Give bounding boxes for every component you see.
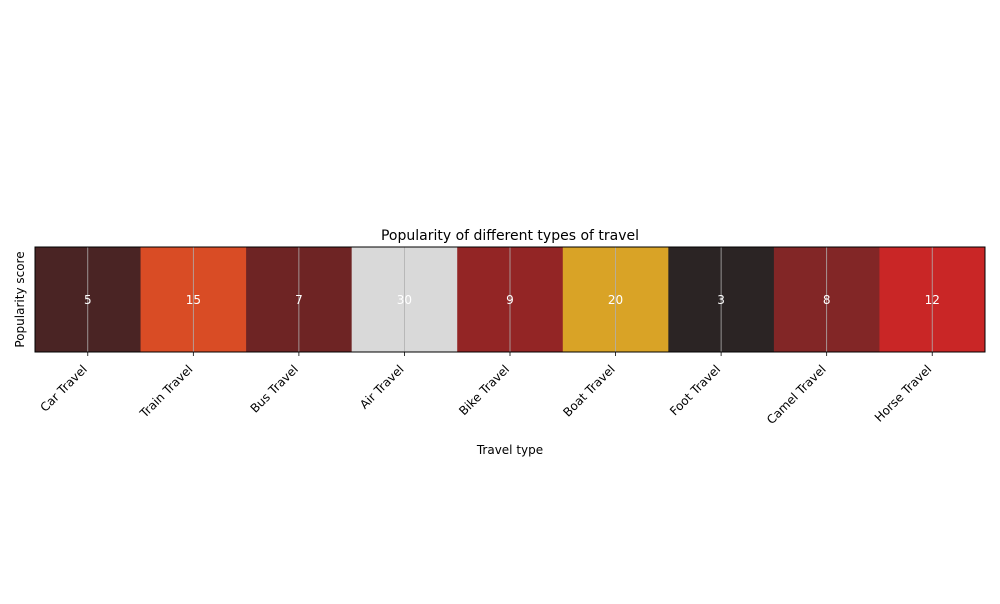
x-tick-label: Air Travel [357, 362, 406, 411]
x-tick-label: Foot Travel [667, 362, 723, 418]
value-label: 20 [608, 293, 623, 307]
x-tick-label: Camel Travel [764, 362, 829, 427]
value-label: 9 [506, 293, 514, 307]
value-label: 15 [186, 293, 201, 307]
gridlines [87, 247, 933, 352]
value-label: 7 [295, 293, 303, 307]
y-axis-label: Popularity score [13, 251, 27, 347]
x-tick-label: Car Travel [37, 362, 89, 414]
value-label: 30 [397, 293, 412, 307]
value-labels: 5 15 7 30 9 20 3 8 12 [84, 293, 940, 307]
x-tick-label: Bike Travel [456, 362, 512, 418]
value-label: 5 [84, 293, 92, 307]
value-label: 12 [925, 293, 940, 307]
x-axis-label: Travel type [476, 443, 543, 457]
value-label: 3 [717, 293, 725, 307]
x-tick-label: Train Travel [137, 362, 196, 421]
x-tick-label: Horse Travel [872, 362, 935, 425]
x-tick-label: Boat Travel [560, 362, 617, 419]
chart-title: Popularity of different types of travel [381, 228, 639, 244]
x-ticks: Car Travel Train Travel Bus Travel Air Trav… [37, 352, 934, 427]
x-tick-label: Bus Travel [248, 362, 301, 415]
value-label: 8 [823, 293, 831, 307]
